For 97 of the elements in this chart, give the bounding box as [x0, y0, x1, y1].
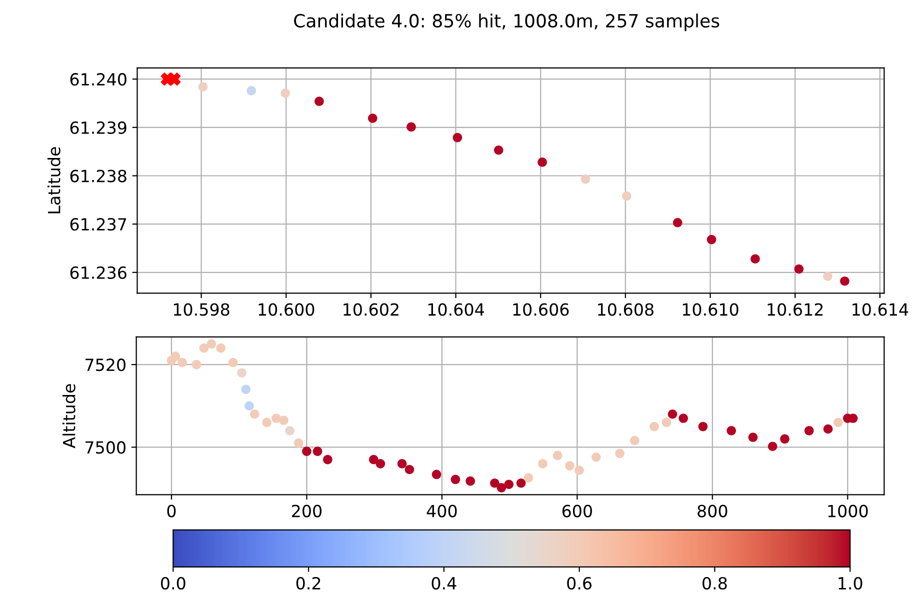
- x-tick-label: 1000: [828, 504, 868, 518]
- point: [496, 483, 506, 492]
- point: [250, 409, 260, 419]
- color-bar-label: 0.6: [567, 576, 592, 590]
- point: [490, 478, 500, 488]
- y-tick-label: 7520: [86, 358, 126, 372]
- point: [312, 446, 322, 456]
- point: [823, 272, 832, 281]
- point: [622, 191, 632, 201]
- y-tick-label: 61.239: [70, 121, 126, 134]
- point: [804, 426, 814, 436]
- x-tick-label: 10.604: [428, 303, 484, 316]
- point: [768, 442, 778, 452]
- point: [726, 426, 736, 436]
- point: [794, 264, 804, 274]
- color-bar-label: 1.0: [838, 576, 862, 590]
- y-tick-label: 61.236: [70, 266, 126, 279]
- point: [241, 384, 251, 394]
- point: [216, 343, 226, 353]
- point: [314, 96, 324, 106]
- point: [494, 145, 504, 155]
- point: [698, 422, 708, 432]
- point: [580, 174, 590, 184]
- point: [279, 416, 288, 425]
- point: [452, 132, 462, 142]
- point: [450, 474, 460, 484]
- x-tick-label: 10.606: [513, 303, 569, 316]
- point: [244, 401, 254, 411]
- point: [170, 352, 180, 361]
- point: [368, 114, 378, 123]
- x-tick-label: 10.608: [598, 303, 654, 316]
- point: [192, 360, 202, 370]
- point: [237, 368, 246, 378]
- point: [280, 88, 290, 98]
- point: [668, 409, 678, 419]
- point: [432, 470, 442, 480]
- point: [662, 418, 672, 428]
- point: [285, 426, 294, 436]
- x-tick-label: 600: [562, 504, 592, 518]
- point: [574, 466, 584, 475]
- point: [228, 358, 238, 368]
- point: [834, 418, 843, 428]
- color-bar-label: 0.4: [432, 576, 456, 590]
- y-tick-label: 61.238: [70, 170, 126, 182]
- point: [376, 459, 386, 468]
- point: [538, 158, 547, 167]
- point: [406, 122, 416, 132]
- x-tick-label: 10.598: [174, 303, 230, 316]
- y-axis-title: Latitude: [48, 147, 60, 214]
- y-tick-label: 61.240: [70, 73, 126, 86]
- point: [615, 448, 624, 458]
- point: [565, 461, 574, 470]
- point: [178, 358, 187, 368]
- point: [262, 418, 272, 428]
- point: [199, 343, 209, 353]
- point: [672, 218, 682, 228]
- x-tick-label: 10.600: [258, 303, 314, 316]
- point: [552, 450, 562, 460]
- point: [823, 424, 833, 434]
- point: [678, 414, 688, 423]
- y-axis-title: Altitude: [62, 384, 76, 448]
- point: [246, 86, 256, 96]
- x-tick-label: 200: [292, 504, 322, 518]
- point: [397, 459, 407, 468]
- chart-title: Candidate 4.0: 85% hit, 1008.0m, 257 samples: [294, 14, 720, 32]
- point: [780, 434, 790, 444]
- point: [750, 254, 760, 264]
- x-tick-label: 400: [426, 504, 457, 518]
- x-tick-label: 10.612: [768, 303, 823, 316]
- point: [294, 438, 304, 448]
- y-tick-label: 7500: [86, 441, 126, 454]
- point: [466, 476, 475, 486]
- color-bar-label: 0.8: [702, 576, 727, 590]
- point: [538, 459, 548, 468]
- color-bar-label: 0.2: [296, 576, 320, 590]
- x-tick-label: 10.614: [852, 303, 908, 316]
- y-tick-label: 61.237: [70, 218, 126, 231]
- point: [650, 422, 659, 432]
- point: [630, 436, 640, 446]
- point: [404, 464, 414, 474]
- point: [504, 480, 514, 490]
- point: [591, 452, 601, 462]
- color-bar-label: 0.0: [160, 576, 186, 590]
- x-tick-label: 0: [167, 504, 176, 518]
- point: [206, 339, 216, 349]
- point: [516, 478, 526, 488]
- point: [748, 432, 758, 442]
- point: [524, 473, 534, 482]
- point: [323, 454, 332, 464]
- point: [706, 234, 716, 244]
- point: [198, 82, 208, 92]
- point: [840, 276, 850, 286]
- point: [368, 454, 378, 464]
- x-tick-label: 800: [698, 504, 728, 518]
- x-tick-label: 10.602: [344, 303, 398, 316]
- point: [302, 446, 312, 456]
- x-tick-label: 10.610: [682, 303, 738, 316]
